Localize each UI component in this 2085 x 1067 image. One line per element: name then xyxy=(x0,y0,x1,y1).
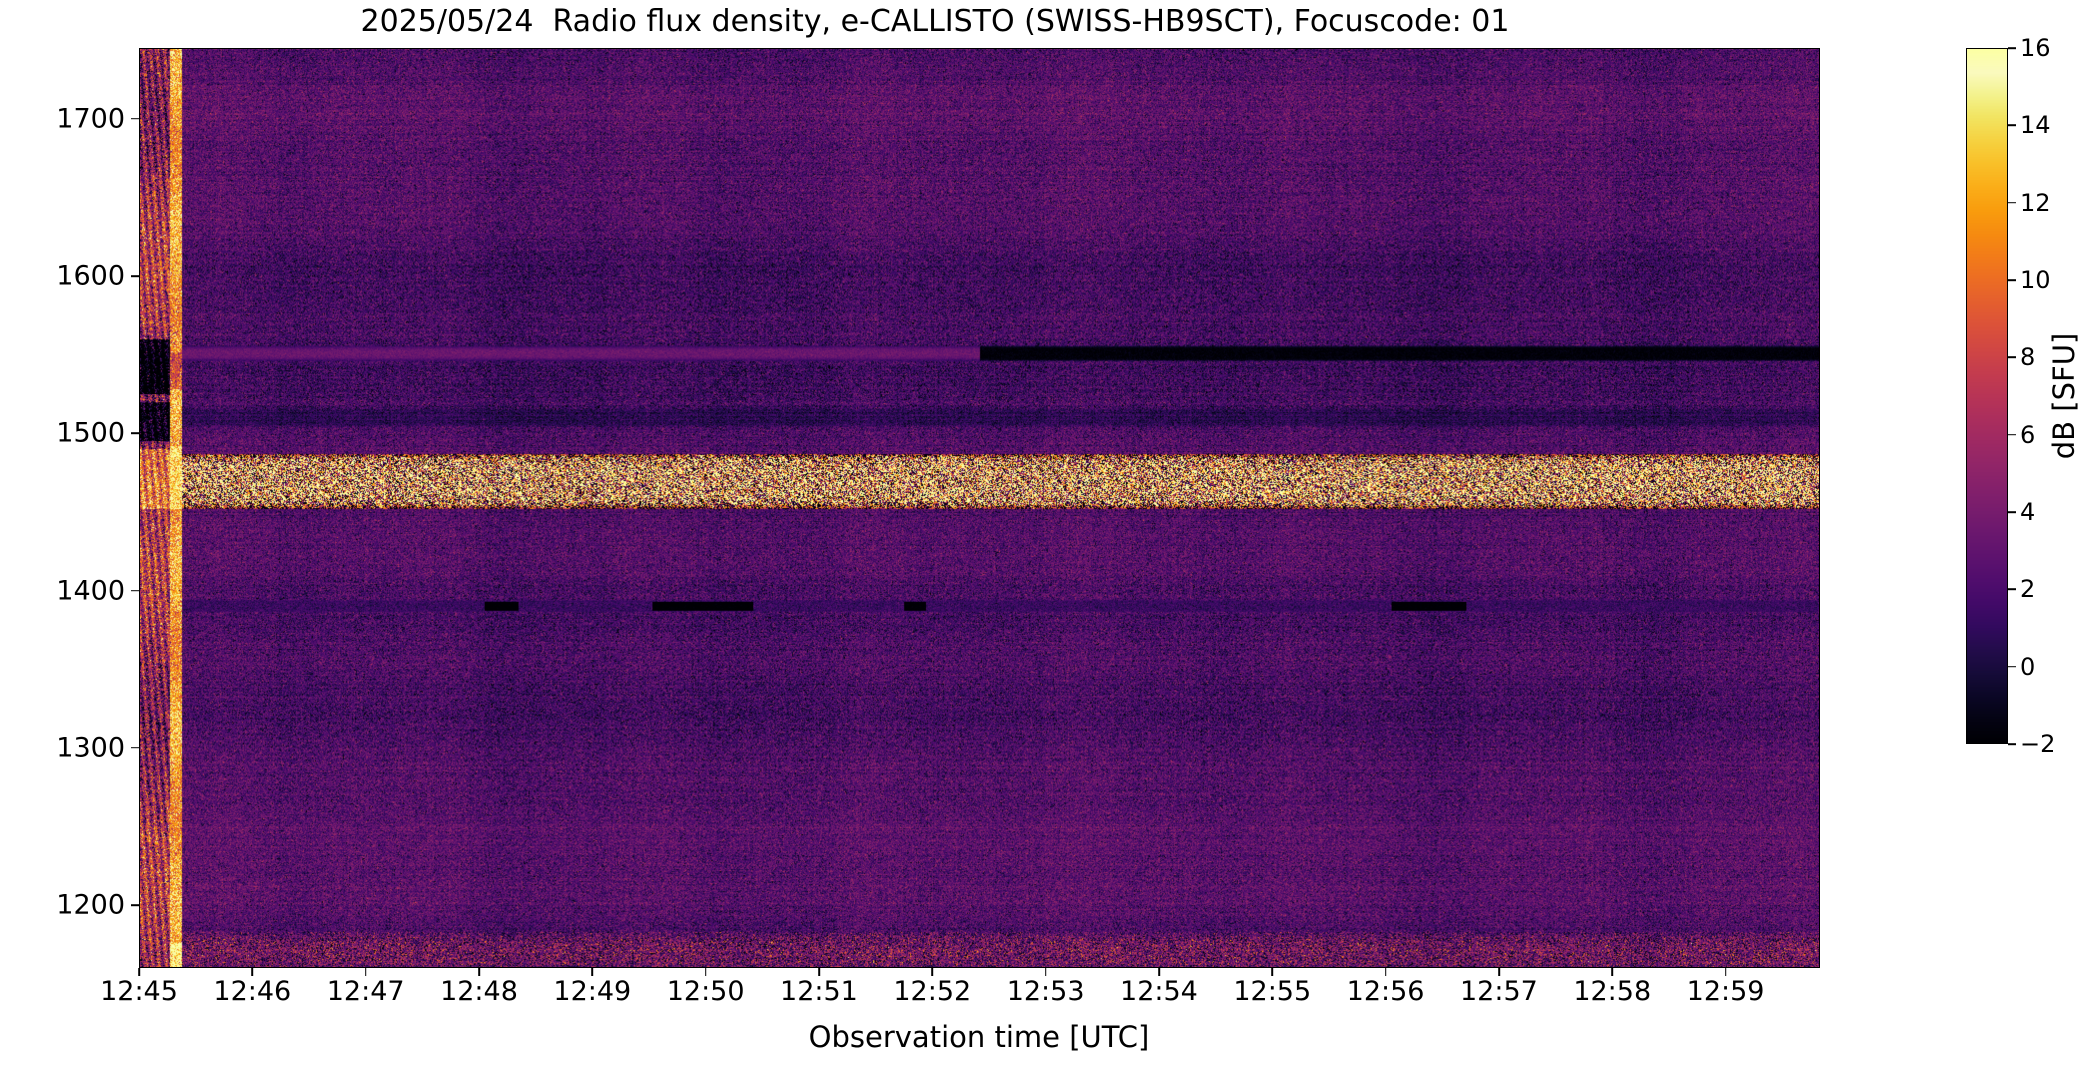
colorbar-tick-mark xyxy=(2008,511,2016,513)
x-axis-tick-mark xyxy=(704,968,707,976)
x-axis-tick-mark xyxy=(478,968,480,976)
x-axis-tick-mark xyxy=(1611,968,1614,976)
colorbar-tick-label: 14 xyxy=(2020,111,2051,140)
colorbar-tick-label: −2 xyxy=(2020,730,2056,758)
y-axis-tick-label: 1600 xyxy=(56,260,125,292)
colorbar-tick-label: 16 xyxy=(2020,34,2051,62)
colorbar-tick-label: 8 xyxy=(2020,343,2036,372)
x-axis-tick-label: 12:59 xyxy=(1686,976,1765,1007)
colorbar-tick-mark xyxy=(2008,743,2016,745)
x-axis-tick-label: 12:53 xyxy=(1006,976,1085,1007)
spectrogram-image xyxy=(140,49,1819,967)
x-axis-tick-label: 12:47 xyxy=(326,976,405,1007)
y-axis-tick-mark xyxy=(131,432,139,435)
y-axis-tick-label: 1200 xyxy=(56,889,125,921)
y-axis-tick-mark xyxy=(131,747,139,749)
x-axis-tick-label: 12:57 xyxy=(1460,976,1538,1007)
colorbar-tick-mark xyxy=(2008,356,2016,359)
x-axis-tick-label: 12:51 xyxy=(780,976,858,1007)
y-axis-tick-label: 1400 xyxy=(56,575,125,607)
x-axis-tick-mark xyxy=(1498,968,1500,976)
x-axis-tick-mark xyxy=(1384,968,1387,976)
x-axis-tick-label: 12:54 xyxy=(1120,976,1198,1007)
y-axis-tick-mark xyxy=(131,589,139,592)
colorbar-tick-mark xyxy=(2008,279,2016,281)
x-axis-tick-label: 12:48 xyxy=(440,976,518,1007)
x-axis-tick-mark xyxy=(1271,968,1274,976)
x-axis-tick-mark xyxy=(931,968,934,976)
x-axis-tick-label: 12:49 xyxy=(553,976,632,1007)
x-axis-tick-mark xyxy=(1158,968,1160,976)
colorbar-tick-mark xyxy=(2008,124,2016,127)
x-axis-tick-label: 12:46 xyxy=(213,976,292,1007)
page-title: 2025/05/24 Radio flux density, e-CALLIST… xyxy=(360,4,1510,39)
colorbar-tick-label: 12 xyxy=(2020,188,2051,217)
x-axis-tick-mark xyxy=(138,968,140,976)
spectrogram-plot-area[interactable] xyxy=(139,48,1820,968)
x-axis-tick-mark xyxy=(1724,968,1727,976)
colorbar-tick-label: 2 xyxy=(2020,575,2036,604)
x-axis-tick-label: 12:55 xyxy=(1233,976,1312,1007)
x-axis-tick-mark xyxy=(818,968,820,976)
x-axis-tick-label: 12:50 xyxy=(666,976,745,1007)
y-axis-tick-label: 1700 xyxy=(56,103,125,135)
x-axis-tick-mark xyxy=(251,968,254,976)
x-axis-tick-label: 12:56 xyxy=(1346,976,1425,1007)
x-axis-tick-mark xyxy=(364,968,367,976)
x-axis-tick-label: 12:58 xyxy=(1573,976,1652,1007)
colorbar xyxy=(1966,48,2008,744)
x-axis-tick-mark xyxy=(1044,968,1047,976)
colorbar-tick-mark xyxy=(2008,433,2016,436)
colorbar-tick-mark xyxy=(2008,588,2016,591)
y-axis-tick-mark xyxy=(131,904,139,906)
colorbar-label: dB [SFU] xyxy=(2047,332,2081,460)
x-axis-label: Observation time [UTC] xyxy=(808,1020,1150,1054)
colorbar-gradient xyxy=(1967,49,2007,743)
colorbar-tick-mark xyxy=(2008,201,2016,204)
colorbar-tick-label: 6 xyxy=(2020,420,2036,449)
y-axis-tick-mark xyxy=(131,275,139,277)
colorbar-tick-label: 10 xyxy=(2020,266,2051,294)
y-axis-tick-mark xyxy=(131,117,139,120)
y-axis-tick-label: 1300 xyxy=(56,732,125,764)
y-axis-tick-label: 1500 xyxy=(56,417,125,449)
x-axis-tick-label: 12:52 xyxy=(893,976,972,1007)
colorbar-tick-label: 4 xyxy=(2020,498,2036,526)
x-axis-tick-label: 12:45 xyxy=(100,976,178,1007)
colorbar-tick-mark xyxy=(2008,47,2016,49)
colorbar-tick-mark xyxy=(2008,665,2016,668)
x-axis-tick-mark xyxy=(591,968,594,976)
colorbar-tick-label: 0 xyxy=(2020,652,2036,681)
